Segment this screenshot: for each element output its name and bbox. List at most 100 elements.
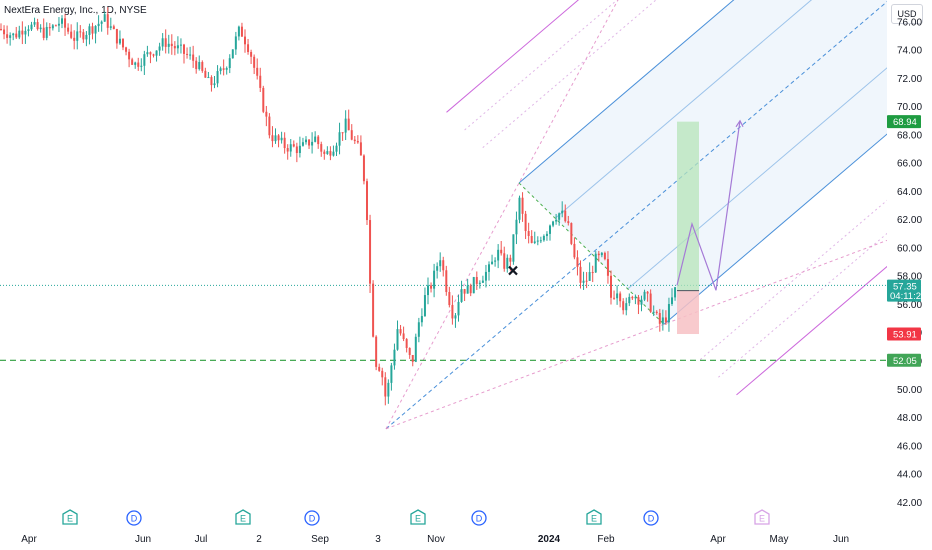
earnings-marker[interactable]: E bbox=[410, 509, 426, 525]
candle-body bbox=[347, 118, 350, 131]
candle-body bbox=[408, 347, 411, 355]
candle-body bbox=[152, 54, 155, 56]
candle-body bbox=[24, 30, 27, 35]
candle-body bbox=[271, 135, 274, 142]
candle-body bbox=[362, 155, 365, 182]
candle-body bbox=[515, 219, 518, 235]
earnings-marker[interactable]: E bbox=[754, 509, 770, 525]
candle-body bbox=[6, 34, 9, 38]
candle-body bbox=[414, 336, 417, 362]
candle-body bbox=[518, 197, 521, 220]
candle-body bbox=[311, 141, 314, 146]
y-tick-label: 50.00 bbox=[897, 385, 922, 396]
price-label-68-94: 68.94 bbox=[887, 115, 921, 129]
candle-body bbox=[332, 151, 335, 156]
y-tick-label: 44.00 bbox=[897, 470, 922, 481]
pitchfork-fill bbox=[519, 0, 887, 325]
candle-body bbox=[597, 253, 600, 256]
candle-body bbox=[0, 28, 2, 30]
candle-body bbox=[460, 289, 463, 302]
candle-body bbox=[396, 329, 399, 350]
candle-body bbox=[445, 270, 448, 293]
candle-body bbox=[655, 311, 658, 314]
y-tick-label: 76.00 bbox=[897, 17, 922, 28]
candle-body bbox=[225, 68, 228, 70]
y-tick-label: 56.00 bbox=[897, 300, 922, 311]
dividend-marker[interactable]: D bbox=[304, 510, 320, 526]
candle-body bbox=[161, 38, 164, 47]
candle-body bbox=[210, 77, 213, 86]
candle-body bbox=[234, 36, 237, 50]
candle-body bbox=[274, 135, 277, 142]
earnings-marker[interactable]: E bbox=[586, 509, 602, 525]
candle-body bbox=[195, 60, 198, 70]
candle-body bbox=[33, 22, 36, 25]
candle-body bbox=[73, 37, 76, 41]
candle-body bbox=[335, 145, 338, 152]
candle-body bbox=[603, 252, 606, 260]
candle-body bbox=[497, 249, 500, 261]
pitchfork-median bbox=[385, 1, 887, 430]
candle-body bbox=[39, 27, 42, 30]
candle-body bbox=[36, 22, 39, 30]
candle-body bbox=[463, 289, 466, 294]
candle-body bbox=[186, 53, 189, 55]
candle-body bbox=[491, 261, 494, 265]
candle-body bbox=[359, 142, 362, 156]
y-tick-label: 64.00 bbox=[897, 187, 922, 198]
candle-body bbox=[356, 141, 359, 143]
candle-body bbox=[372, 283, 375, 337]
candle-body bbox=[576, 257, 579, 267]
candle-body bbox=[564, 210, 567, 222]
candle-body bbox=[545, 233, 548, 236]
candle-body bbox=[405, 339, 408, 348]
candle-body bbox=[326, 151, 329, 154]
candle-body bbox=[125, 47, 128, 52]
candle-body bbox=[82, 32, 85, 40]
candle-body bbox=[259, 75, 262, 88]
candle-body bbox=[76, 31, 79, 41]
price-label-text: 53.91 bbox=[893, 330, 917, 341]
candle-body bbox=[85, 34, 88, 40]
earnings-marker[interactable]: E bbox=[62, 509, 78, 525]
candle-body bbox=[207, 77, 210, 79]
candle-body bbox=[27, 29, 30, 31]
candle-body bbox=[521, 197, 524, 214]
candle-body bbox=[631, 296, 634, 299]
candle-body bbox=[149, 52, 152, 55]
candle-body bbox=[146, 52, 149, 55]
candle-body bbox=[170, 43, 173, 47]
candle-body bbox=[128, 51, 131, 60]
candle-body bbox=[118, 38, 121, 44]
pitchfork-inner-line bbox=[554, 0, 813, 219]
currency-button[interactable]: USD bbox=[891, 4, 923, 24]
candle-body bbox=[216, 71, 219, 84]
candle-body bbox=[314, 136, 317, 142]
x-tick-label: Jun bbox=[135, 534, 151, 545]
candle-body bbox=[451, 305, 454, 319]
price-label-bg bbox=[887, 115, 921, 129]
position-stop-zone[interactable] bbox=[677, 290, 699, 335]
candle-body bbox=[18, 30, 21, 38]
candle-body bbox=[393, 349, 396, 366]
price-label-53-91: 53.91 bbox=[887, 327, 921, 341]
dividend-marker[interactable]: D bbox=[126, 510, 142, 526]
candle-body bbox=[97, 23, 100, 27]
candle-body bbox=[45, 26, 48, 38]
event-letter: E bbox=[67, 514, 73, 524]
y-tick-label: 46.00 bbox=[897, 441, 922, 452]
earnings-marker[interactable]: E bbox=[235, 509, 251, 525]
candle-body bbox=[131, 59, 134, 65]
candle-body bbox=[289, 144, 292, 152]
candle-body bbox=[344, 118, 347, 133]
dividend-marker[interactable]: D bbox=[643, 510, 659, 526]
candle-body bbox=[420, 316, 423, 323]
y-tick-label: 74.00 bbox=[897, 46, 922, 57]
position-target-zone[interactable] bbox=[677, 121, 699, 291]
dividend-marker[interactable]: D bbox=[471, 510, 487, 526]
candle-body bbox=[122, 38, 124, 48]
candle-body bbox=[176, 45, 179, 49]
x-tick-label: Jul bbox=[195, 534, 208, 545]
